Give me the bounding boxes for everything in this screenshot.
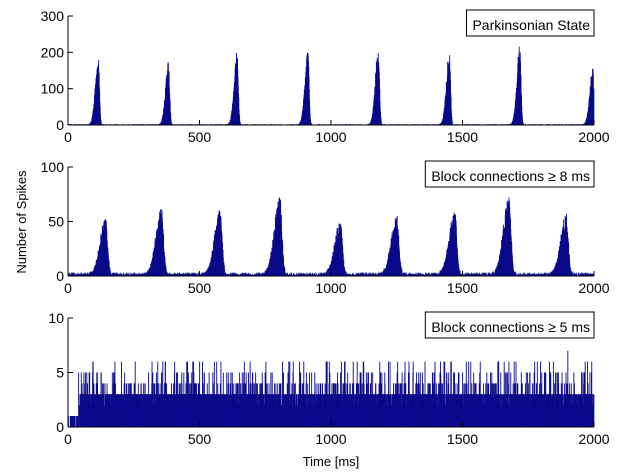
x-tick-label: 1500	[447, 280, 478, 296]
legend-box	[424, 160, 595, 188]
bar-series	[67, 350, 595, 427]
y-tick-label: 50	[48, 214, 64, 230]
y-tick-label: 200	[41, 44, 65, 60]
x-tick-label: 2000	[578, 129, 609, 145]
x-tick-label: 500	[188, 129, 212, 145]
x-tick-label: 1000	[315, 129, 346, 145]
y-tick-label: 0	[56, 268, 64, 284]
x-tick-label: 0	[64, 280, 72, 296]
legend: Block connections ≥ 8 ms	[424, 160, 595, 188]
y-tick-label: 0	[56, 117, 64, 133]
legend-label: Block connections ≥ 8 ms	[431, 168, 590, 184]
legend-label: Parkinsonian State	[472, 17, 590, 33]
bar-series	[67, 197, 595, 276]
y-axis-label: Number of Spikes	[14, 170, 29, 274]
x-tick-label: 1000	[315, 280, 346, 296]
legend-box	[466, 9, 595, 37]
x-tick-label: 1500	[447, 129, 478, 145]
y-tick-label: 100	[41, 159, 65, 175]
x-axis-label: Time [ms]	[303, 454, 360, 469]
x-tick-label: 0	[64, 129, 72, 145]
y-tick-label: 100	[41, 81, 65, 97]
y-tick-label: 300	[41, 8, 65, 24]
bar-series	[67, 46, 595, 125]
subplot-1: 0 100 200 300 0 500 1000 1500 2000 Parkinsonian S…	[41, 8, 610, 145]
x-tick-label: 500	[188, 280, 212, 296]
legend: Parkinsonian State	[466, 9, 595, 37]
x-tick-label: 2000	[578, 280, 609, 296]
